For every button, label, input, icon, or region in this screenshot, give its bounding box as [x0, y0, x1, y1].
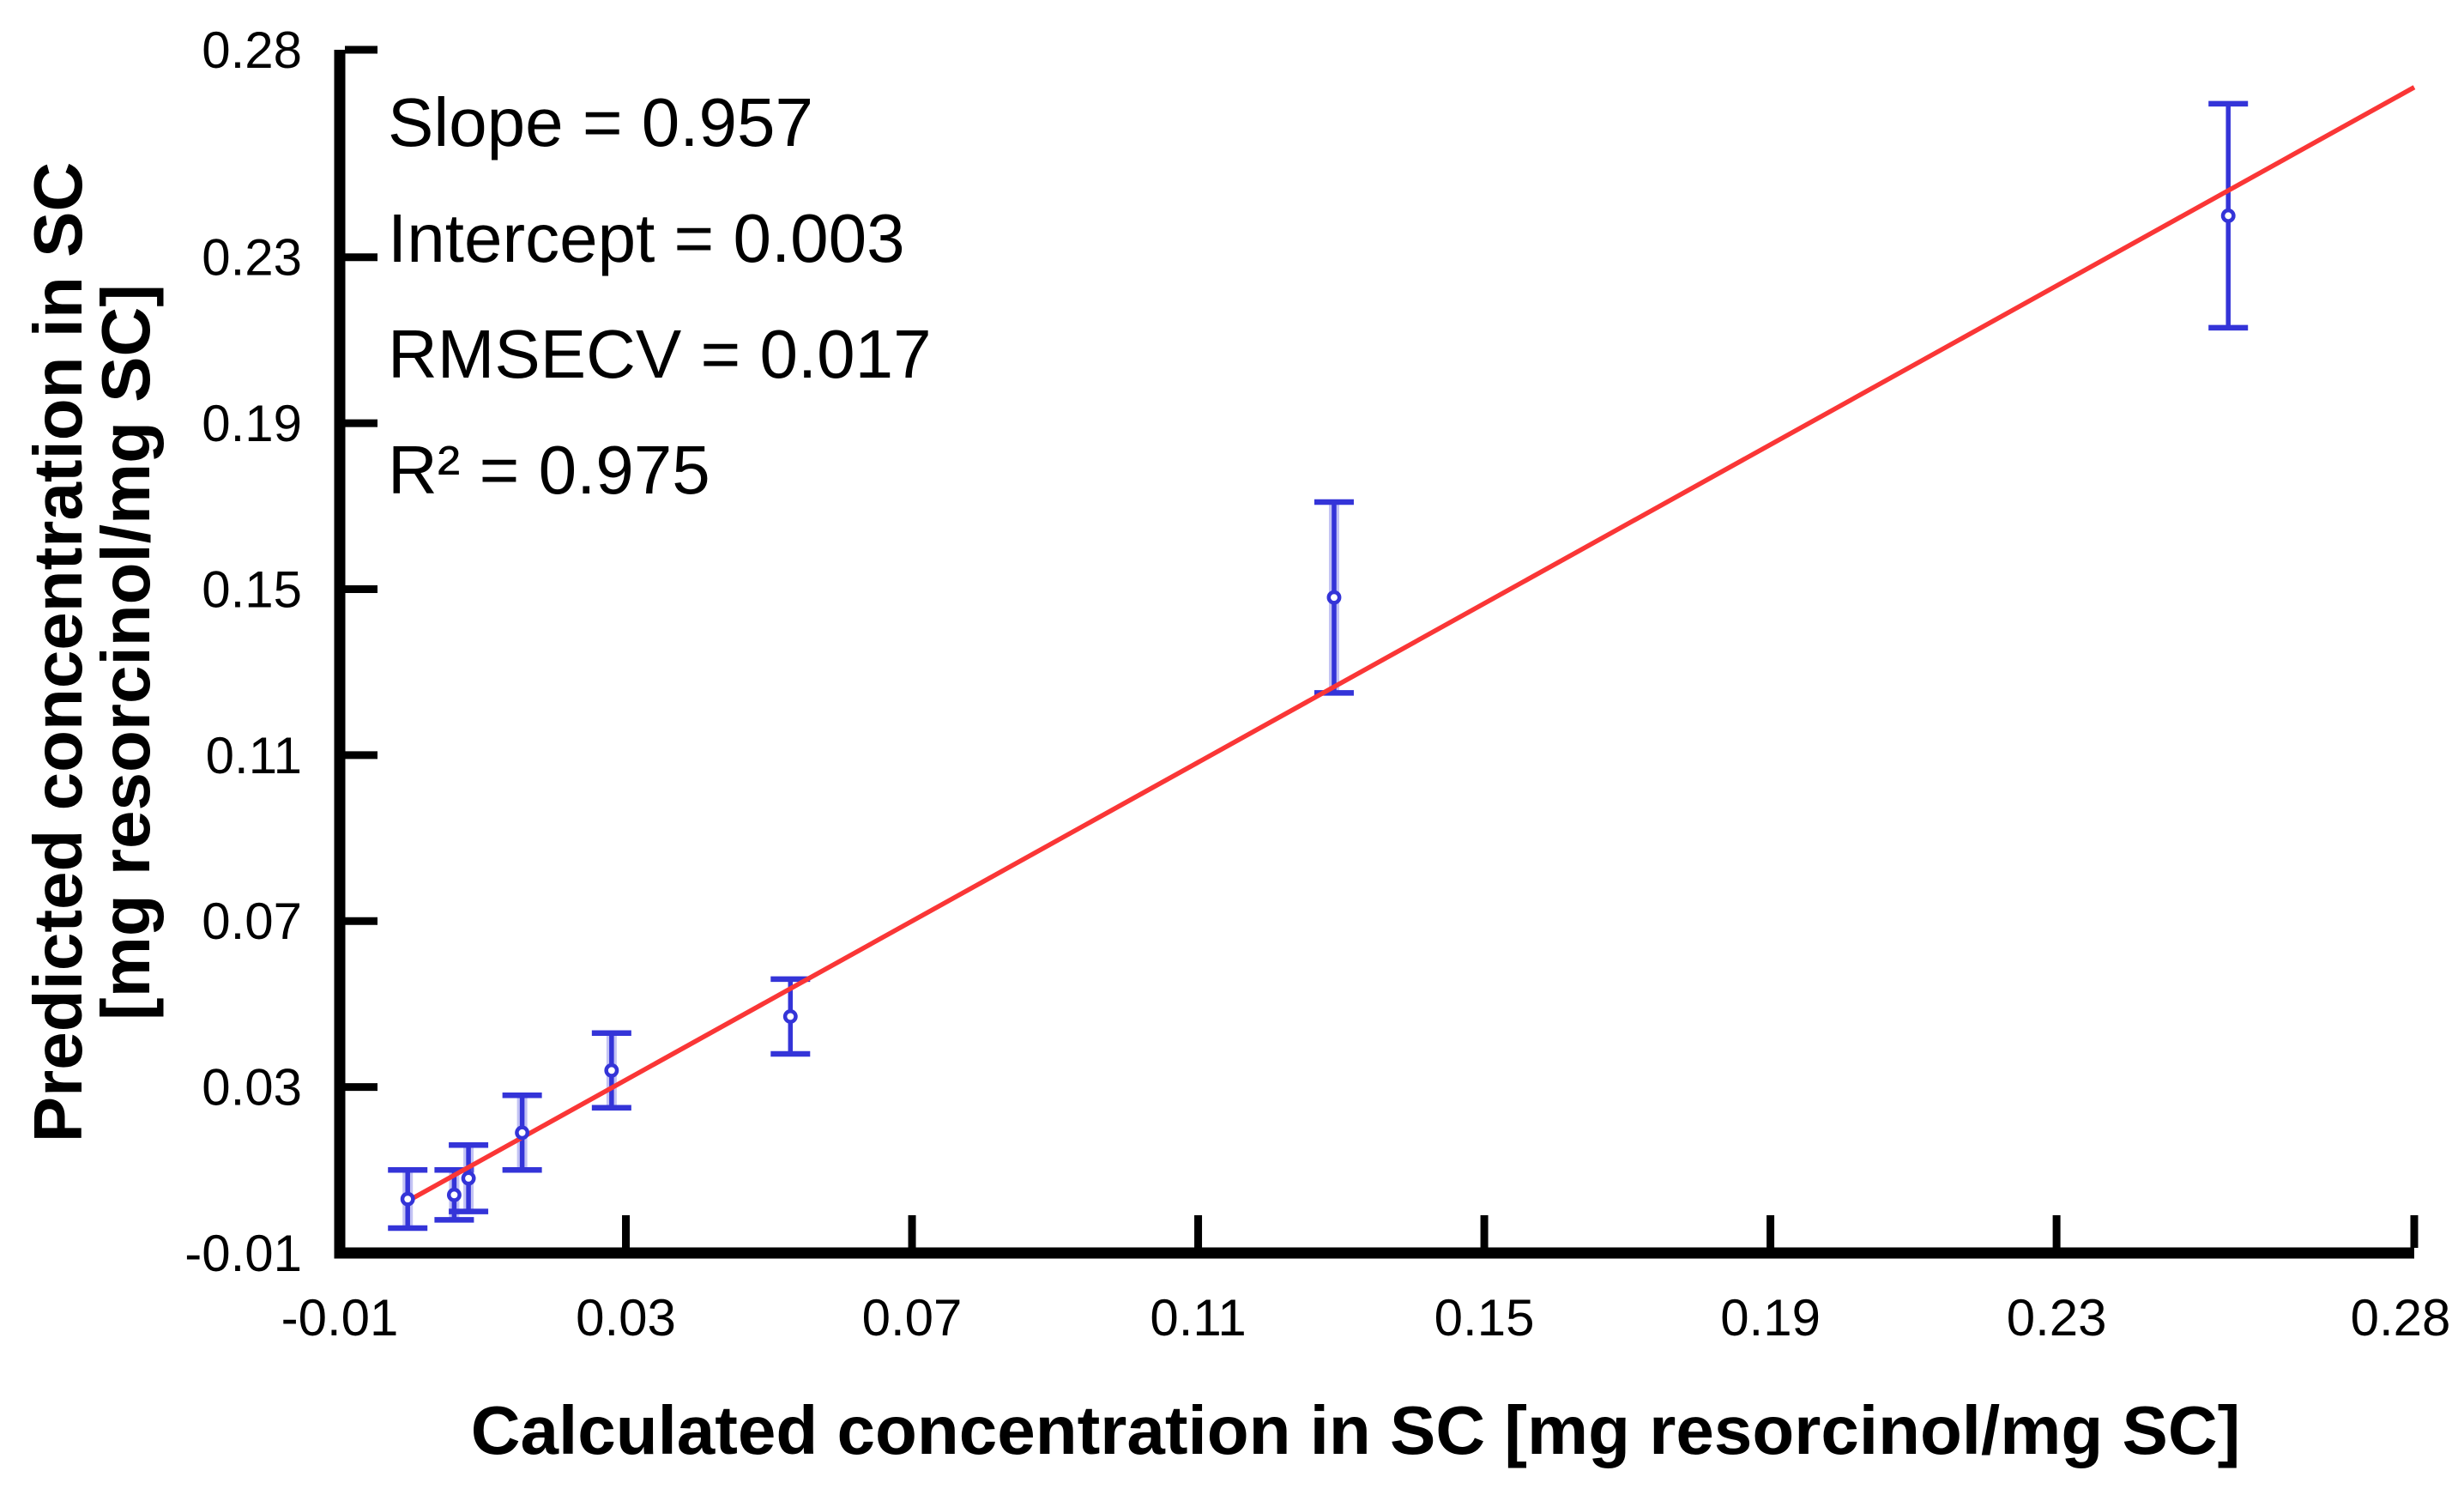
x-tick-label: 0.19 — [1720, 1289, 1821, 1347]
x-axis-title: Calculated concentration in SC [mg resor… — [471, 1392, 2241, 1468]
y-ticks — [345, 45, 377, 1092]
y-tick-label: 0.23 — [202, 229, 302, 287]
y-tick-label: 0.03 — [202, 1059, 302, 1117]
data-point-marker — [2220, 208, 2236, 223]
x-tick-label: 0.07 — [862, 1289, 963, 1347]
axis-lines — [334, 50, 2414, 1259]
y-tick-labels: -0.01 0.03 0.07 0.11 0.15 0.19 0.23 0.28 — [184, 21, 302, 1282]
y-tick-label: 0.07 — [202, 893, 302, 950]
x-tick-label: 0.11 — [1150, 1289, 1246, 1347]
data-point-marker — [446, 1187, 462, 1202]
data-point-marker — [400, 1191, 415, 1207]
x-tick-label: 0.28 — [2351, 1289, 2451, 1347]
y-tick-label: 0.15 — [202, 560, 302, 618]
y-axis-title: Predicted concentration in SC [mg resorc… — [20, 162, 164, 1142]
stat-rmsecv: RMSECV = 0.017 — [388, 316, 932, 392]
stat-r-squared: R² = 0.975 — [388, 432, 710, 508]
y-tick-label: 0.19 — [202, 395, 302, 452]
y-tick-label: -0.01 — [184, 1225, 302, 1282]
data-point-marker — [461, 1171, 476, 1186]
x-tick-label: -0.01 — [281, 1289, 399, 1347]
stat-intercept: Intercept = 0.003 — [388, 200, 905, 276]
data-point-marker — [1326, 590, 1342, 605]
fit-line — [406, 85, 2416, 1203]
x-ticks — [622, 1215, 2419, 1248]
data-point-marker — [515, 1125, 530, 1141]
y-axis-title-line1: Predicted concentration in SC — [20, 162, 96, 1142]
x-tick-label: 0.03 — [576, 1289, 676, 1347]
fit-statistics: Slope = 0.957 Intercept = 0.003 RMSECV =… — [388, 84, 932, 508]
y-axis-title-line2: [mg resorcinol/mg SC] — [88, 284, 164, 1020]
regression-line — [406, 85, 2416, 1203]
x-tick-label: 0.15 — [1434, 1289, 1535, 1347]
x-tick-labels: -0.01 0.03 0.07 0.11 0.15 0.19 0.23 0.28 — [281, 1289, 2451, 1347]
data-points — [400, 208, 2236, 1207]
stat-slope: Slope = 0.957 — [388, 84, 813, 160]
y-tick-label: 0.28 — [202, 21, 302, 79]
y-tick-label: 0.11 — [206, 727, 302, 784]
data-point-marker — [782, 1008, 798, 1024]
data-point-marker — [604, 1062, 619, 1078]
x-tick-label: 0.23 — [2007, 1289, 2107, 1347]
